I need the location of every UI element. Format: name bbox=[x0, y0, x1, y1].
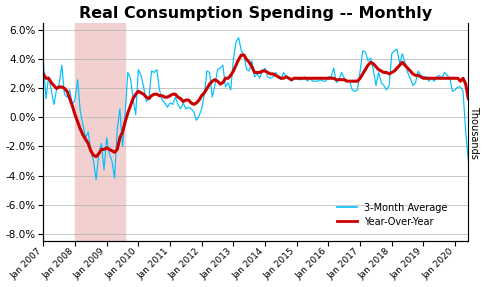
Y-axis label: Thousands: Thousands bbox=[469, 106, 479, 158]
Bar bbox=[75, 23, 125, 241]
Title: Real Consumption Spending -- Monthly: Real Consumption Spending -- Monthly bbox=[79, 5, 432, 21]
Legend: 3-Month Average, Year-Over-Year: 3-Month Average, Year-Over-Year bbox=[333, 200, 450, 229]
